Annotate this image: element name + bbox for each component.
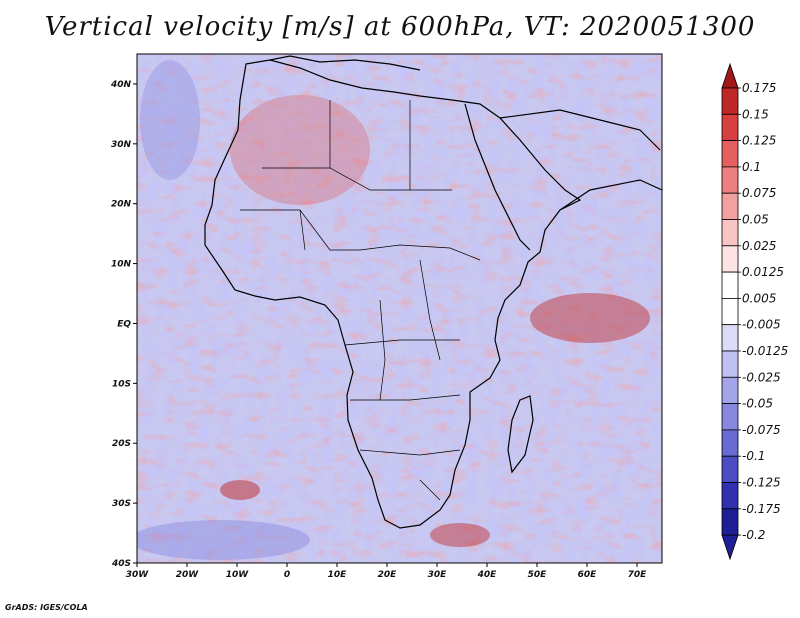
- lon-tick-label: 30E: [428, 570, 448, 580]
- colorbar-segment: [721, 166, 739, 194]
- colorbar-top-arrow: [721, 62, 739, 89]
- colorbar-label: -0.2: [742, 528, 765, 542]
- colorbar-label: 0.075: [742, 186, 776, 200]
- colorbar-segment: [721, 508, 739, 536]
- colorbar-label: -0.005: [742, 318, 781, 332]
- velocity-field: [137, 54, 662, 563]
- colorbar-segment: [721, 403, 739, 431]
- lat-ticks: 40N 30N 20N 10N EQ 10S 20S 30S 40S: [110, 80, 137, 569]
- colorbar-bottom-arrow: [721, 534, 739, 561]
- borders: [240, 100, 481, 501]
- lon-tick-label: 0: [284, 570, 290, 580]
- colorbar-segment: [721, 219, 739, 247]
- lon-tick-label: 40E: [477, 570, 498, 580]
- colorbar-label: 0.175: [742, 81, 776, 95]
- colorbar-label: -0.1: [742, 449, 765, 463]
- colorbar-segment: [721, 376, 739, 404]
- lon-tick-label: 20W: [176, 570, 200, 580]
- coastlines: [204, 55, 662, 529]
- colorbar-segment: [721, 297, 739, 326]
- colorbar-label: -0.075: [742, 423, 781, 437]
- lat-tick-label: 20S: [112, 439, 131, 449]
- map-frame: [136, 53, 663, 564]
- colorbar: 0.175 0.15 0.125 0.1 0.075 0.05 0.025 0.0125 0.0…: [721, 62, 788, 561]
- lat-tick-label: 30S: [112, 499, 131, 509]
- colorbar-label: -0.025: [742, 370, 781, 384]
- lat-tick-label: 40N: [110, 80, 132, 90]
- chart-title: Vertical velocity [m/s] at 600hPa, VT: 2…: [44, 12, 756, 42]
- lon-tick-label: 60E: [578, 570, 598, 580]
- lon-tick-label: 10W: [226, 570, 250, 580]
- colorbar-segment: [721, 87, 739, 115]
- colorbar-segment: [721, 324, 739, 352]
- colorbar-label: -0.0125: [742, 344, 788, 358]
- lon-tick-label: 70E: [628, 570, 648, 580]
- lat-tick-label: 40S: [111, 559, 131, 569]
- lon-tick-label: 20E: [378, 570, 398, 580]
- lat-tick-label: EQ: [117, 319, 131, 329]
- colorbar-segment: [721, 245, 739, 273]
- colorbar-label: 0.15: [742, 107, 769, 121]
- colorbar-label: 0.05: [742, 213, 769, 227]
- lat-tick-label: 30N: [111, 140, 132, 150]
- colorbar-label: -0.05: [742, 397, 773, 411]
- colorbar-segment: [721, 271, 739, 299]
- lon-tick-label: 30W: [126, 570, 150, 580]
- colorbar-label: 0.125: [742, 134, 776, 148]
- lon-tick-label: 10E: [328, 570, 348, 580]
- colorbar-segment: [721, 429, 739, 457]
- colorbar-segment: [721, 350, 739, 378]
- colorbar-segment: [721, 113, 739, 142]
- colorbar-segment: [721, 455, 739, 483]
- colorbar-segment: [721, 192, 739, 220]
- colorbar-label: 0.0125: [742, 265, 784, 279]
- colorbar-label: -0.125: [742, 476, 781, 490]
- colorbar-label: 0.1: [742, 160, 761, 174]
- colorbar-label: -0.175: [742, 502, 781, 516]
- colorbar-segment: [721, 140, 739, 168]
- lat-tick-label: 20N: [111, 200, 132, 210]
- colorbar-label: 0.005: [742, 291, 776, 305]
- lat-tick-label: 10N: [111, 260, 132, 270]
- lon-ticks: 30W 20W 10W 0 10E 20E 30E 40E 50E 60E 70E: [126, 563, 647, 580]
- lon-tick-label: 50E: [528, 570, 548, 580]
- lat-tick-label: 10S: [112, 379, 131, 389]
- credit-label: GrADS: IGES/COLA: [5, 603, 88, 612]
- colorbar-label: 0.025: [742, 239, 776, 253]
- colorbar-segment: [721, 482, 739, 510]
